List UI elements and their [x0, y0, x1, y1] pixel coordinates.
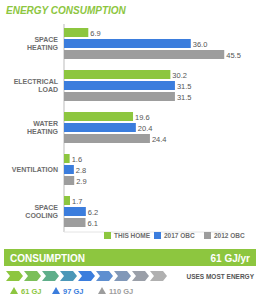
bar — [64, 123, 136, 132]
bar — [64, 207, 86, 216]
chart-svg: ENERGY CONSUMPTION 6.9 36.0 45.5 30.2 31.5 31.… — [0, 0, 260, 300]
scale-chevron — [96, 271, 113, 281]
category-label: SPACEHEATING — [27, 36, 59, 52]
bar — [64, 196, 70, 205]
data-label: 6.1 — [87, 219, 97, 228]
category-label-line: WATER — [33, 120, 58, 127]
scale-chevron — [114, 271, 131, 281]
bar — [64, 50, 224, 59]
data-labels: 6.9 36.0 45.5 30.2 31.5 31.5 19.6 20.4 24.4 1.6 2.… — [72, 29, 241, 228]
scale-marker — [98, 287, 106, 294]
scale-chevron — [150, 271, 167, 281]
bar — [64, 81, 175, 90]
scale-chevron — [24, 271, 41, 281]
data-label: 6.9 — [90, 29, 100, 38]
category-label: SPACECOOLING — [25, 204, 58, 220]
bar — [64, 39, 191, 48]
data-label: 1.7 — [72, 197, 82, 206]
scale-marker-label: 61 GJ — [21, 287, 41, 296]
bar — [64, 112, 133, 121]
data-label: 45.5 — [226, 51, 241, 60]
category-label: ELECTRICALLOAD — [14, 78, 59, 94]
scale-marker-label: 110 GJ — [109, 287, 133, 296]
data-label: 2.9 — [76, 177, 86, 186]
data-label: 31.5 — [177, 93, 192, 102]
category-label-line: LOAD — [38, 86, 58, 93]
legend-label: 2017 OBC — [164, 232, 195, 239]
category-labels: SPACEHEATINGELECTRICALLOADWATERHEATINGVE… — [12, 36, 59, 220]
category-label: WATERHEATING — [27, 120, 59, 136]
legend-swatch — [204, 232, 211, 239]
data-label: 1.6 — [72, 155, 82, 164]
chart-title: ENERGY CONSUMPTION — [6, 5, 127, 16]
chart-root: ENERGY CONSUMPTION 6.9 36.0 45.5 30.2 31.5 31.… — [0, 0, 260, 300]
legend-swatch — [104, 232, 111, 239]
scale-label: USES MOST ENERGY — [186, 273, 254, 280]
bar — [64, 165, 74, 174]
category-label-line: ELECTRICAL — [14, 78, 59, 85]
data-label: 6.2 — [88, 208, 98, 217]
bar — [64, 92, 175, 101]
bar — [64, 218, 85, 227]
data-label: 19.6 — [135, 113, 150, 122]
bar — [64, 134, 150, 143]
scale-chevron — [78, 271, 95, 281]
scale-chevron — [60, 271, 77, 281]
category-label: VENTILATION — [12, 166, 58, 173]
category-label-line: VENTILATION — [12, 166, 58, 173]
consumption-value: 61 GJ/yr — [211, 253, 251, 264]
legend-swatch — [154, 232, 161, 239]
data-label: 20.4 — [138, 124, 153, 133]
scale-marker — [52, 287, 60, 294]
data-label: 36.0 — [193, 40, 208, 49]
scale-chevron — [6, 271, 23, 281]
bar — [64, 176, 74, 185]
category-label-line: SPACE — [34, 204, 58, 211]
bar — [64, 70, 170, 79]
consumption-band — [4, 249, 256, 266]
legend-label: THIS HOME — [114, 232, 151, 239]
scale-chevron — [42, 271, 59, 281]
data-label: 31.5 — [177, 82, 192, 91]
scale-marker-label: 97 GJ — [63, 287, 83, 296]
category-label-line: SPACE — [34, 36, 58, 43]
data-label: 30.2 — [172, 71, 187, 80]
consumption-label: CONSUMPTION — [10, 253, 85, 264]
category-label-line: COOLING — [25, 212, 58, 219]
category-label-line: HEATING — [27, 128, 59, 135]
bar — [64, 28, 88, 37]
bar — [64, 154, 70, 163]
category-label-line: HEATING — [27, 44, 59, 51]
scale-chevron — [132, 271, 149, 281]
scale-marker — [10, 287, 18, 294]
legend-label: 2012 OBC — [214, 232, 245, 239]
bars — [64, 28, 224, 227]
data-label: 24.4 — [152, 135, 167, 144]
legend: THIS HOME 2017 OBC 2012 OBC — [104, 232, 245, 239]
data-label: 2.8 — [76, 166, 86, 175]
